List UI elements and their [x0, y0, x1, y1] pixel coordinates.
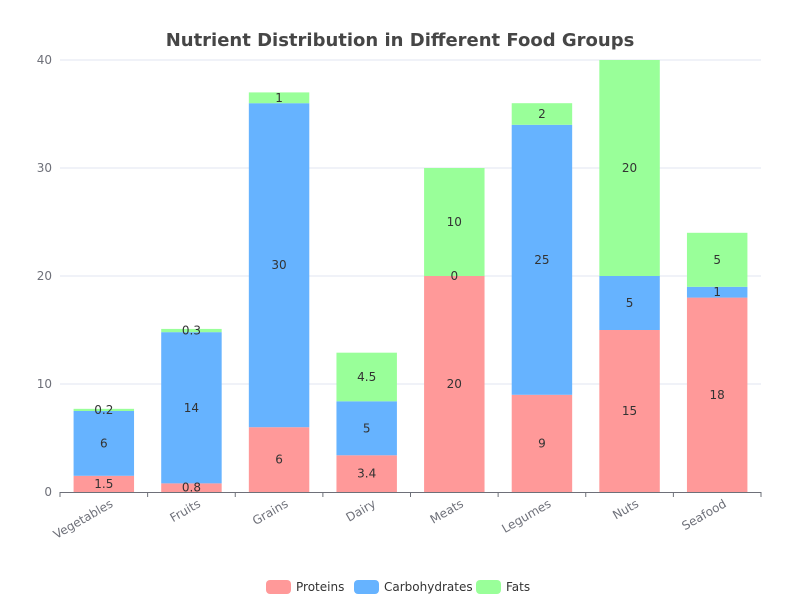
bar-proteins[interactable]	[248, 427, 310, 492]
bar-fats[interactable]	[161, 328, 222, 333]
bar-fats[interactable]	[424, 168, 485, 276]
y-tick-label: 40	[37, 53, 52, 67]
bar-carbohydrates[interactable]	[511, 124, 573, 395]
data-label: 25	[534, 253, 549, 267]
data-label: 4.5	[357, 370, 376, 384]
bar-proteins[interactable]	[336, 455, 397, 492]
legend-label: Carbohydrates	[384, 580, 473, 594]
data-label: 0.3	[182, 324, 201, 338]
bar-proteins[interactable]	[686, 297, 748, 492]
legend-item-proteins[interactable]: Proteins	[266, 580, 344, 594]
data-label: 1	[275, 91, 283, 105]
bar-carbohydrates[interactable]	[73, 411, 135, 476]
y-tick-label: 10	[37, 377, 52, 391]
legend-item-fats[interactable]: Fats	[476, 580, 530, 594]
x-tick-label: Vegetables	[51, 496, 115, 541]
x-tick-label: Grains	[250, 496, 291, 528]
data-label: 20	[622, 161, 637, 175]
data-label: 18	[710, 388, 725, 402]
bar-fats[interactable]	[248, 92, 310, 104]
data-label: 1.5	[94, 477, 113, 491]
data-label: 5	[363, 421, 371, 435]
x-tick-label: Nuts	[610, 496, 641, 522]
data-label: 9	[538, 436, 546, 450]
bar-fats[interactable]	[336, 352, 397, 402]
bar-fats[interactable]	[686, 232, 748, 287]
bar-carbohydrates[interactable]	[599, 276, 660, 330]
data-label: 14	[184, 401, 199, 415]
data-label: 1	[713, 285, 721, 299]
legend[interactable]: Proteins Carbohydrates Fats	[266, 580, 530, 594]
data-label: 20	[447, 377, 462, 391]
bar-proteins[interactable]	[161, 483, 222, 492]
x-tick-label: Dairy	[344, 496, 379, 524]
legend-swatch	[266, 580, 291, 594]
bar-carbohydrates[interactable]	[161, 332, 222, 484]
y-tick-label: 30	[37, 161, 52, 175]
data-label: 30	[271, 258, 286, 272]
bar-fats[interactable]	[511, 103, 573, 125]
x-tick-label: Seafood	[679, 496, 728, 533]
bar-proteins[interactable]	[511, 394, 573, 492]
data-label: 6	[275, 453, 283, 467]
bars	[73, 60, 748, 492]
data-label: 6	[100, 436, 108, 450]
bar-proteins[interactable]	[73, 475, 135, 492]
data-label: 5	[626, 296, 634, 310]
x-tick-label: Fruits	[167, 496, 202, 525]
data-labels: 1.560.20.8140.363013.454.520010925215520…	[94, 91, 725, 495]
data-label: 0.2	[94, 403, 113, 417]
chart-title: Nutrient Distribution in Different Food …	[165, 30, 635, 51]
data-label: 0	[450, 269, 458, 283]
legend-swatch	[476, 580, 501, 594]
x-tick-label: Legumes	[499, 496, 553, 535]
legend-label: Proteins	[296, 580, 344, 594]
bar-carbohydrates[interactable]	[248, 103, 310, 428]
y-tick-label: 20	[37, 269, 52, 283]
data-label: 2	[538, 107, 546, 121]
y-tick-label: 0	[44, 485, 52, 499]
legend-swatch	[354, 580, 379, 594]
legend-item-carbohydrates[interactable]: Carbohydrates	[354, 580, 473, 594]
data-label: 0.8	[182, 481, 201, 495]
x-tick-label: Meats	[428, 496, 466, 526]
data-label: 10	[447, 215, 462, 229]
bar-proteins[interactable]	[599, 330, 660, 492]
data-label: 3.4	[357, 467, 376, 481]
legend-label: Fats	[506, 580, 530, 594]
bar-fats[interactable]	[73, 408, 135, 411]
bar-fats[interactable]	[599, 60, 660, 276]
bar-proteins[interactable]	[424, 276, 485, 492]
data-label: 5	[713, 253, 721, 267]
data-label: 15	[622, 404, 637, 418]
bar-carbohydrates[interactable]	[336, 401, 397, 456]
bar-carbohydrates[interactable]	[686, 286, 748, 298]
